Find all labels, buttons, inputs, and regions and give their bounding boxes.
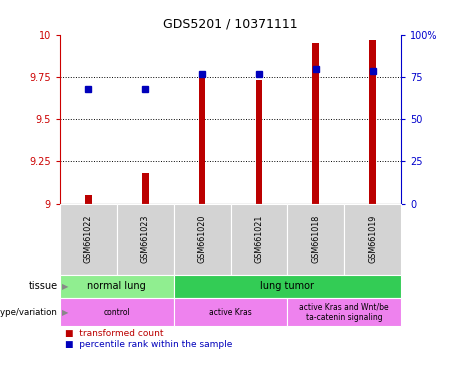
Bar bbox=[313, 43, 319, 204]
Text: genotype/variation: genotype/variation bbox=[0, 308, 58, 317]
Text: ■  transformed count: ■ transformed count bbox=[65, 328, 163, 338]
Title: GDS5201 / 10371111: GDS5201 / 10371111 bbox=[163, 18, 298, 31]
Bar bbox=[199, 78, 206, 204]
Text: ▶: ▶ bbox=[62, 282, 69, 291]
Text: normal lung: normal lung bbox=[88, 281, 146, 291]
Bar bbox=[369, 40, 376, 204]
Text: active Kras: active Kras bbox=[209, 308, 252, 317]
Text: GSM661019: GSM661019 bbox=[368, 215, 377, 263]
Bar bbox=[85, 195, 92, 204]
Text: GSM661020: GSM661020 bbox=[198, 215, 207, 263]
Bar bbox=[142, 173, 148, 204]
Bar bbox=[255, 80, 262, 204]
Text: GSM661018: GSM661018 bbox=[311, 215, 320, 263]
Text: ▶: ▶ bbox=[62, 308, 69, 317]
Text: active Kras and Wnt/be
ta-catenin signaling: active Kras and Wnt/be ta-catenin signal… bbox=[299, 303, 389, 322]
Text: GSM661022: GSM661022 bbox=[84, 215, 93, 263]
Text: ■  percentile rank within the sample: ■ percentile rank within the sample bbox=[65, 340, 232, 349]
Text: tissue: tissue bbox=[29, 281, 58, 291]
Text: lung tumor: lung tumor bbox=[260, 281, 314, 291]
Text: GSM661021: GSM661021 bbox=[254, 215, 263, 263]
Text: GSM661023: GSM661023 bbox=[141, 215, 150, 263]
Text: control: control bbox=[103, 308, 130, 317]
